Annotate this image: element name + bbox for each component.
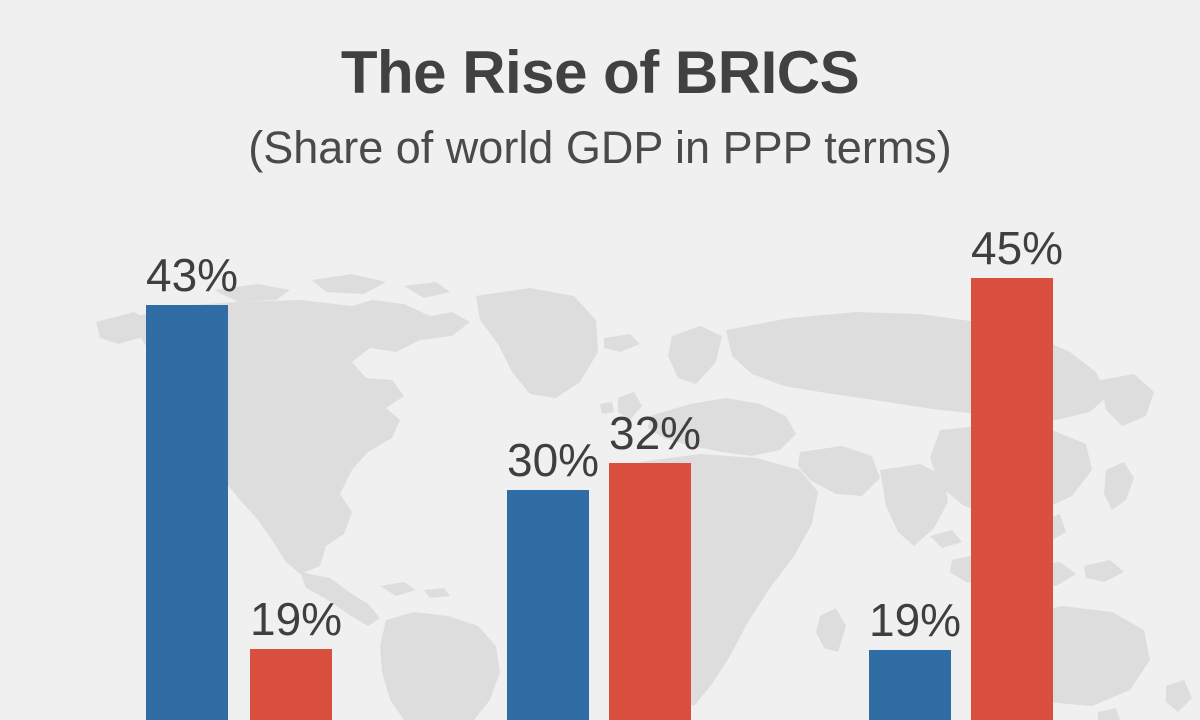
bar-value-label-red-group1: 19% [250,593,343,645]
bar-red-group2[interactable] [609,463,691,720]
chart-title: The Rise of BRICS [340,39,860,106]
bar-value-label-blue-group2: 30% [507,434,600,486]
chart-subtitle: (Share of world GDP in PPP terms) [248,122,952,173]
bar-value-label-blue-group3: 19% [869,594,962,646]
bar-value-label-blue-group1: 43% [146,249,239,301]
bar-value-label-red-group2: 32% [609,407,702,459]
bar-blue-group1[interactable] [146,305,228,720]
bar-blue-group3[interactable] [869,650,951,720]
bar-value-label-red-group3: 45% [971,222,1064,274]
bar-red-group1[interactable] [250,649,332,720]
bar-red-group3[interactable] [971,278,1053,720]
bar-blue-group2[interactable] [507,490,589,720]
